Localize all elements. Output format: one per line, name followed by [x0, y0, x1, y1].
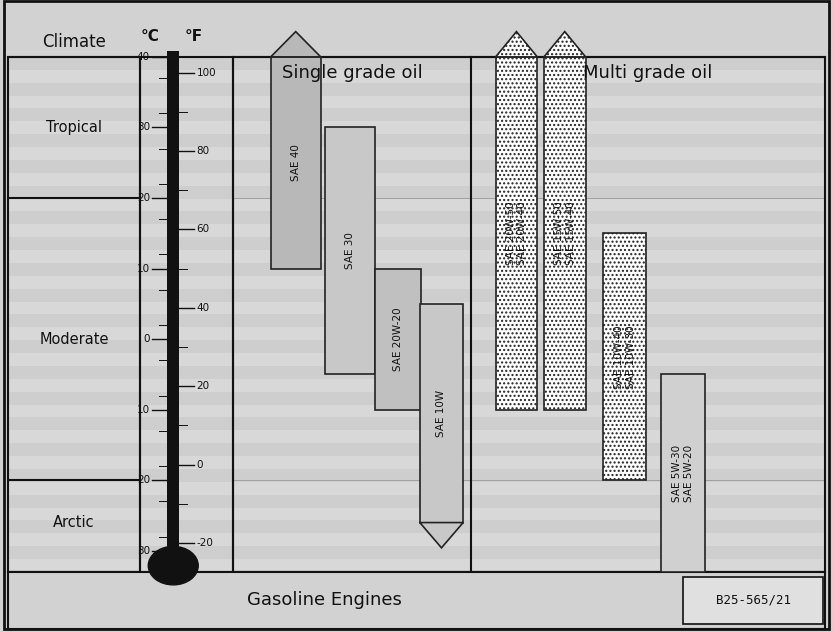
Bar	[8, 160, 825, 173]
Bar	[8, 173, 825, 186]
Bar	[8, 289, 825, 301]
Bar	[8, 572, 825, 629]
Bar	[8, 198, 825, 211]
Text: 30: 30	[137, 123, 150, 133]
Bar	[420, 304, 463, 523]
Text: Climate: Climate	[42, 33, 106, 51]
Bar	[8, 314, 825, 327]
Bar	[8, 276, 825, 289]
Polygon shape	[420, 523, 463, 548]
Bar	[8, 392, 825, 404]
Text: Moderate: Moderate	[39, 332, 109, 346]
Bar	[8, 95, 825, 109]
Text: SAE 40: SAE 40	[291, 144, 301, 181]
Bar	[8, 456, 825, 469]
Bar	[8, 237, 825, 250]
Text: °C: °C	[141, 29, 159, 44]
Text: 100: 100	[197, 68, 217, 78]
Bar	[8, 521, 825, 533]
Bar	[8, 366, 825, 379]
Polygon shape	[271, 32, 321, 57]
Bar	[8, 482, 825, 495]
Bar	[8, 340, 825, 353]
Bar	[8, 121, 825, 134]
Text: 10: 10	[137, 404, 150, 415]
Bar	[8, 186, 825, 198]
Bar	[325, 128, 375, 374]
Bar	[8, 495, 825, 507]
Bar	[8, 147, 825, 160]
Bar	[661, 374, 705, 572]
Bar	[167, 51, 179, 561]
Bar	[8, 134, 825, 147]
Bar	[8, 533, 825, 546]
Text: 30: 30	[137, 546, 150, 556]
Polygon shape	[496, 32, 537, 57]
Text: 10: 10	[137, 264, 150, 274]
Bar	[8, 430, 825, 443]
Text: SAE 15W-50
SAE 15W-40: SAE 15W-50 SAE 15W-40	[554, 202, 576, 265]
Polygon shape	[544, 32, 586, 57]
Text: 20: 20	[197, 381, 210, 391]
Ellipse shape	[148, 547, 198, 585]
Text: SAE 10W: SAE 10W	[436, 390, 446, 437]
Text: 20: 20	[137, 475, 150, 485]
Bar	[8, 353, 825, 366]
Bar	[8, 404, 825, 417]
Bar	[8, 250, 825, 263]
Text: SAE 30: SAE 30	[345, 233, 355, 269]
Bar	[8, 327, 825, 340]
Bar	[8, 263, 825, 276]
Text: B25-565/21: B25-565/21	[716, 594, 791, 607]
Bar	[8, 507, 825, 521]
Text: SAE 20W-20: SAE 20W-20	[393, 307, 403, 371]
Bar	[683, 577, 823, 624]
Bar	[271, 57, 321, 269]
Bar	[8, 443, 825, 456]
Bar	[8, 57, 825, 70]
Bar	[603, 233, 646, 480]
Bar	[8, 301, 825, 314]
Text: SAE 5W-30
SAE 5W-20: SAE 5W-30 SAE 5W-20	[672, 445, 694, 502]
Text: 0: 0	[197, 459, 203, 470]
Bar	[375, 269, 421, 410]
Text: Gasoline Engines: Gasoline Engines	[247, 592, 402, 609]
Text: Arctic: Arctic	[53, 515, 95, 530]
Text: SAE 20W-50
SAE 20W-40: SAE 20W-50 SAE 20W-40	[506, 202, 527, 265]
Text: 0: 0	[143, 334, 150, 344]
Bar	[8, 546, 825, 559]
Text: 40: 40	[137, 52, 150, 62]
Text: SAE 10W-40
SAE 10W-30: SAE 10W-40 SAE 10W-30	[614, 325, 636, 389]
Text: Single grade oil: Single grade oil	[282, 64, 422, 82]
Bar	[8, 108, 825, 121]
Bar	[8, 559, 825, 572]
Bar	[8, 418, 825, 430]
Bar	[8, 469, 825, 482]
Text: °F: °F	[185, 29, 203, 44]
Bar	[544, 57, 586, 410]
Bar	[8, 57, 140, 572]
Text: Tropical: Tropical	[46, 120, 102, 135]
Text: 80: 80	[197, 146, 210, 156]
Bar	[8, 211, 825, 224]
Bar	[233, 57, 825, 572]
Text: 20: 20	[137, 193, 150, 203]
Text: 60: 60	[197, 224, 210, 234]
Text: -20: -20	[197, 538, 213, 548]
Bar	[496, 57, 537, 410]
Bar	[8, 83, 825, 95]
Bar	[8, 379, 825, 392]
Bar	[8, 224, 825, 237]
Bar	[8, 70, 825, 83]
Text: 40: 40	[197, 303, 210, 313]
Text: Multi grade oil: Multi grade oil	[583, 64, 712, 82]
